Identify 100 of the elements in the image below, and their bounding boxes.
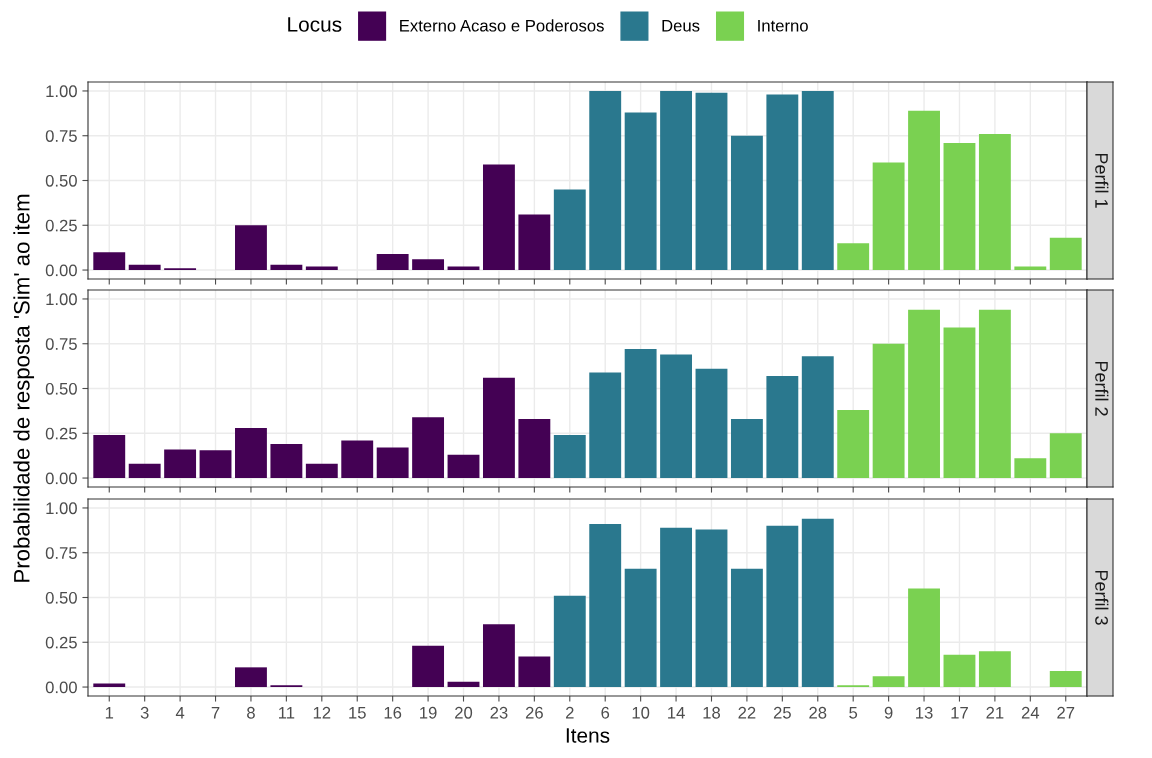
y-tick-label: 0.25 (45, 636, 77, 649)
y-tick-label: 0.25 (45, 219, 77, 232)
bar (376, 253, 409, 271)
y-tick-label: 0.00 (45, 264, 77, 277)
bar (730, 568, 763, 688)
x-tick-label: 18 (703, 706, 721, 719)
bar (447, 266, 480, 271)
bar (1014, 266, 1047, 271)
x-tick-label: 2 (565, 706, 574, 719)
x-tick-label: 1 (105, 707, 114, 719)
x-tick-label: 28 (809, 706, 827, 719)
bar (235, 667, 267, 688)
bar (872, 162, 905, 271)
bar (766, 525, 799, 688)
text: Perfil 2 (1095, 361, 1109, 416)
y-axis-title: Probabilidade de resposta 'Sim' ao item (13, 194, 35, 582)
bar (660, 527, 693, 688)
bar (624, 349, 657, 479)
bar (93, 252, 126, 271)
bar (412, 417, 445, 479)
bar (553, 189, 586, 271)
bar (837, 243, 870, 271)
bar (1014, 458, 1047, 479)
bar (801, 90, 834, 271)
y-tick-label: 0.00 (45, 681, 77, 694)
bar (482, 624, 515, 688)
x-tick-label: 19 (420, 706, 437, 719)
text: Perfil 1 (1095, 153, 1109, 208)
legend-title: Locus (288, 17, 342, 32)
bar (943, 327, 976, 479)
x-tick-label: 21 (986, 706, 1004, 719)
x-tick-label: 25 (773, 706, 791, 719)
x-axis-title: Itens (566, 728, 610, 743)
bar (341, 440, 374, 479)
x-tick-label: 16 (384, 706, 402, 719)
y-tick-label: 0.75 (45, 547, 77, 559)
bar (412, 645, 445, 688)
y-tick-label: 0.50 (45, 382, 77, 395)
bar (447, 681, 480, 688)
bar (589, 90, 622, 271)
bar (589, 372, 622, 479)
bar (872, 676, 905, 688)
x-tick-label: 27 (1057, 706, 1075, 719)
bar (872, 343, 905, 479)
bar (553, 435, 586, 479)
bar (518, 418, 551, 479)
x-tick-label: 23 (490, 706, 508, 719)
bar (270, 264, 303, 271)
y-tick-label: 0.75 (45, 338, 77, 350)
bar (801, 356, 834, 479)
y-tick-label: 1.00 (46, 85, 77, 98)
bar (695, 529, 728, 688)
bar (908, 110, 940, 271)
bar (695, 92, 728, 271)
x-tick-label: 13 (916, 706, 933, 719)
bar (1049, 433, 1082, 479)
x-tick-label: 6 (601, 706, 610, 719)
bar (447, 454, 480, 479)
bar (93, 683, 126, 688)
x-tick-label: 8 (247, 706, 255, 719)
bar (943, 654, 976, 688)
bar (978, 133, 1011, 271)
y-tick-label: 1.00 (46, 502, 77, 515)
bar (908, 309, 940, 479)
bar (660, 354, 693, 479)
bar (376, 447, 409, 479)
bar (518, 656, 551, 688)
bar (235, 225, 267, 271)
bar (624, 568, 657, 688)
y-tick-label: 1.00 (46, 293, 77, 306)
bar (199, 450, 232, 479)
y-tick-label: 0.00 (45, 472, 77, 485)
bar (518, 214, 551, 271)
legend-label: Interno (758, 19, 808, 32)
x-tick-label: 12 (313, 706, 331, 719)
x-tick-label: 15 (349, 707, 366, 719)
bar (730, 135, 763, 271)
bar (164, 449, 197, 479)
x-tick-label: 7 (211, 707, 220, 719)
bar (305, 266, 338, 271)
bar (270, 444, 303, 479)
bar (978, 651, 1011, 688)
bar (305, 463, 338, 479)
bar (766, 375, 799, 479)
bar (766, 94, 799, 271)
x-tick-label: 14 (668, 707, 685, 719)
bar (93, 435, 126, 479)
bar (660, 90, 693, 271)
x-tick-label: 11 (279, 707, 295, 719)
bar (943, 142, 976, 271)
bar (128, 264, 161, 271)
bar (837, 409, 870, 479)
y-tick-label: 0.25 (45, 427, 77, 440)
x-tick-label: 17 (951, 707, 968, 719)
bar (978, 309, 1011, 479)
y-tick-label: 0.50 (45, 174, 77, 187)
bar (482, 164, 515, 271)
bar (908, 588, 940, 688)
x-tick-label: 9 (884, 706, 893, 719)
x-tick-label: 20 (455, 706, 473, 719)
